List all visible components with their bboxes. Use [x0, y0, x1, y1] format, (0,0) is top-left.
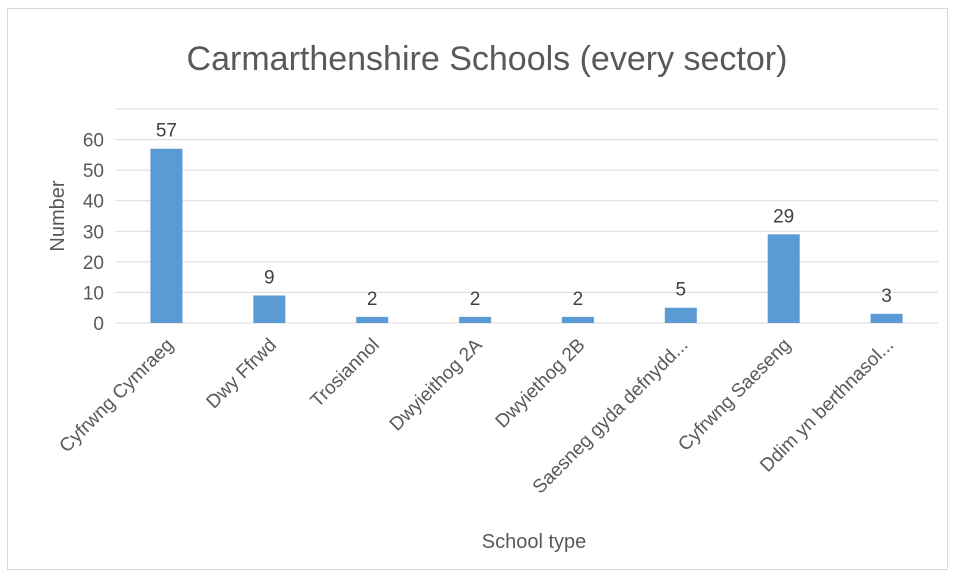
bar — [561, 316, 594, 323]
bar — [664, 307, 697, 323]
bar — [459, 316, 492, 323]
x-tick-label: Dwyiethog 2B — [492, 335, 590, 433]
y-tick-label: 20 — [83, 253, 104, 274]
x-tick-label: Dwy Ffrwd — [203, 335, 281, 413]
gridlines — [115, 108, 938, 324]
y-tick-label: 30 — [83, 222, 104, 243]
data-label: 2 — [367, 289, 378, 310]
x-tick-label: Cyfrwng Cymraeg — [56, 335, 178, 457]
bar — [767, 234, 800, 323]
bar — [870, 313, 903, 323]
bar — [150, 148, 183, 323]
y-axis-title: Number — [47, 180, 69, 251]
x-tick-label: Trosiannol — [307, 335, 384, 412]
x-tick-label: Cyfrwng Saeseng — [674, 335, 795, 456]
data-label: 3 — [881, 286, 892, 307]
bar — [356, 316, 389, 323]
data-label: 5 — [676, 280, 687, 301]
x-axis-title: School type — [482, 531, 587, 553]
data-label: 2 — [573, 289, 584, 310]
data-label: 2 — [470, 289, 481, 310]
y-tick-label: 60 — [83, 131, 104, 152]
data-label: 57 — [156, 121, 177, 142]
x-tick-label: Dwyieithog 2A — [386, 334, 487, 435]
data-label: 29 — [773, 206, 794, 227]
y-tick-label: 40 — [83, 192, 104, 213]
chart-title: Carmarthenshire Schools (every sector) — [187, 40, 788, 78]
y-axis-ticks: 0 10 20 30 40 50 60 — [83, 131, 104, 335]
y-tick-label: 10 — [83, 283, 104, 304]
data-label: 9 — [264, 267, 275, 288]
y-tick-label: 50 — [83, 161, 104, 182]
data-labels: 57 9 2 2 2 5 29 3 — [156, 121, 892, 310]
x-axis-ticks: Cyfrwng Cymraeg Dwy Ffrwd Trosiannol Dwyiei… — [56, 334, 898, 498]
bar — [253, 295, 286, 323]
y-tick-label: 0 — [93, 314, 104, 335]
bars — [150, 148, 903, 323]
